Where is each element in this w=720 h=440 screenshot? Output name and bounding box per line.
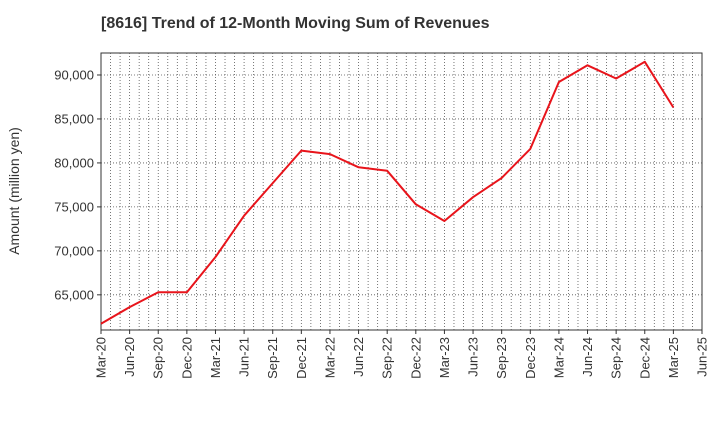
x-tick-label: Sep-20 xyxy=(151,337,166,379)
x-tick-label: Jun-23 xyxy=(466,337,481,377)
x-tick-label: Jun-24 xyxy=(580,337,595,377)
y-axis-ticks: 65,000 70,000 75,000 80,000 85,000 90,000 xyxy=(54,67,101,302)
x-tick-label: Mar-23 xyxy=(437,337,452,378)
x-tick-label: Jun-21 xyxy=(237,337,252,377)
y-axis-title: Amount (million yen) xyxy=(6,127,22,255)
grid xyxy=(101,53,702,330)
x-tick-label: Dec-22 xyxy=(408,337,423,379)
x-tick-label: Dec-21 xyxy=(294,337,309,379)
y-tick-label: 65,000 xyxy=(54,287,94,302)
y-tick-label: 80,000 xyxy=(54,155,94,170)
y-tick-label: 70,000 xyxy=(54,243,94,258)
x-tick-label: Sep-21 xyxy=(265,337,280,379)
x-tick-label: Mar-25 xyxy=(666,337,681,378)
x-tick-label: Mar-22 xyxy=(322,337,337,378)
x-tick-label: Jun-25 xyxy=(695,337,710,377)
x-tick-label: Dec-23 xyxy=(523,337,538,379)
y-tick-label: 75,000 xyxy=(54,199,94,214)
x-tick-label: Mar-24 xyxy=(551,337,566,378)
x-tick-label: Jun-20 xyxy=(122,337,137,377)
y-tick-label: 90,000 xyxy=(54,67,94,82)
x-tick-label: Sep-24 xyxy=(609,337,624,379)
x-tick-label: Mar-20 xyxy=(94,337,109,378)
x-tick-label: Mar-21 xyxy=(208,337,223,378)
x-tick-label: Jun-22 xyxy=(351,337,366,377)
x-tick-label: Dec-24 xyxy=(637,337,652,379)
x-axis-ticks: Mar-20 Jun-20 Sep-20 Dec-20 Mar-21 Jun-21 Sep-… xyxy=(94,330,710,379)
y-tick-label: 85,000 xyxy=(54,111,94,126)
x-tick-label: Dec-20 xyxy=(179,337,194,379)
series-line xyxy=(100,60,675,325)
series-layer xyxy=(100,60,675,325)
x-tick-label: Sep-22 xyxy=(380,337,395,379)
plot-area-border xyxy=(100,52,703,331)
x-tick-label: Sep-23 xyxy=(494,337,509,379)
chart-title: [8616] Trend of 12-Month Moving Sum of R… xyxy=(101,15,490,32)
